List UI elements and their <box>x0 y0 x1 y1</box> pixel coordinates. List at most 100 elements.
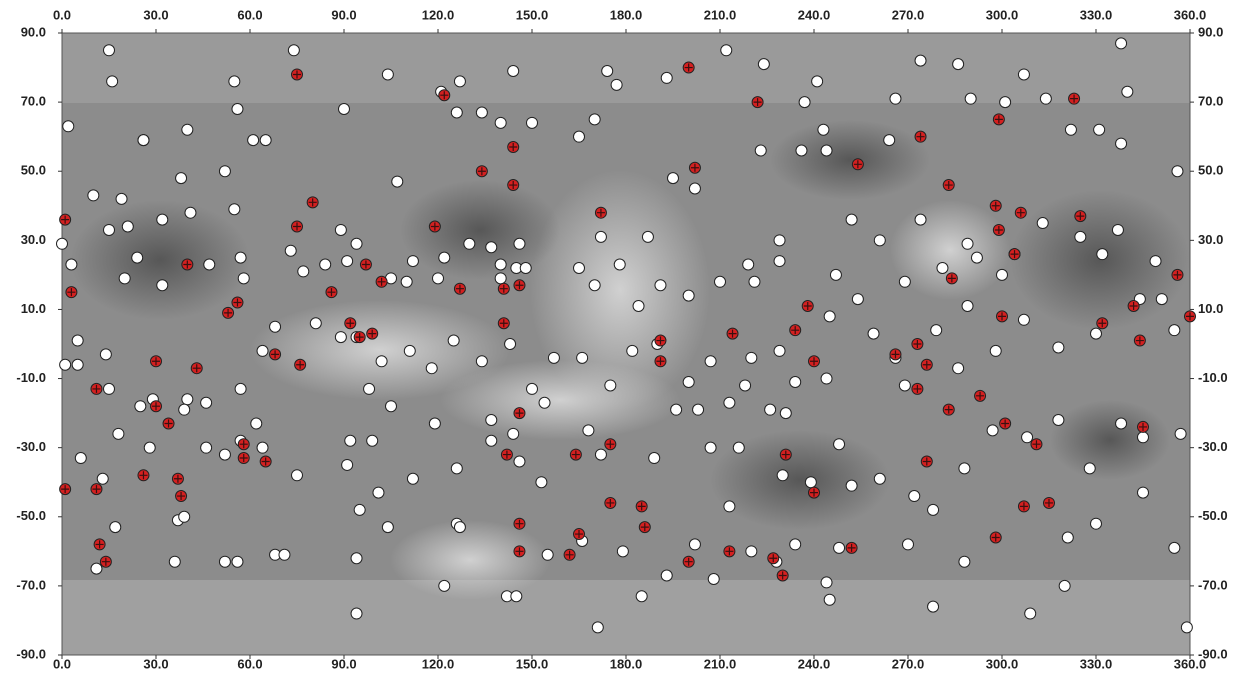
crater <box>373 487 384 498</box>
y-tick-label-left: -70.0 <box>16 577 46 592</box>
crater <box>511 591 522 602</box>
crater <box>915 55 926 66</box>
crater <box>705 356 716 367</box>
crater <box>743 259 754 270</box>
crater <box>931 325 942 336</box>
crater <box>107 76 118 87</box>
crater <box>903 539 914 550</box>
crater <box>577 352 588 363</box>
crater <box>758 59 769 70</box>
crater <box>248 135 259 146</box>
x-tick-label-top: 270.0 <box>892 7 925 22</box>
crater <box>693 404 704 415</box>
crater <box>661 570 672 581</box>
x-tick-label-top: 330.0 <box>1080 7 1113 22</box>
crater <box>476 356 487 367</box>
crater <box>113 428 124 439</box>
crater <box>342 459 353 470</box>
crater <box>774 345 785 356</box>
crater <box>448 335 459 346</box>
crater <box>104 224 115 235</box>
crater <box>765 404 776 415</box>
crater <box>251 418 262 429</box>
crater <box>605 380 616 391</box>
crater <box>1059 580 1070 591</box>
crater <box>899 380 910 391</box>
crater <box>812 76 823 87</box>
crater <box>169 556 180 567</box>
crater <box>57 238 68 249</box>
crater <box>953 59 964 70</box>
crater <box>1150 256 1161 267</box>
crater <box>962 300 973 311</box>
x-tick-label-bottom: 0.0 <box>53 656 71 671</box>
map-background <box>62 33 1190 655</box>
crater <box>97 473 108 484</box>
x-tick-label-bottom: 30.0 <box>143 656 168 671</box>
crater <box>899 276 910 287</box>
crater <box>959 463 970 474</box>
crater <box>320 259 331 270</box>
crater <box>451 107 462 118</box>
x-tick-label-bottom: 120.0 <box>422 656 455 671</box>
crater <box>818 124 829 135</box>
crater <box>824 311 835 322</box>
crater <box>204 259 215 270</box>
y-tick-label-left: 70.0 <box>21 94 46 109</box>
crater <box>527 383 538 394</box>
crater <box>454 522 465 533</box>
crater <box>508 66 519 77</box>
crater <box>110 522 121 533</box>
crater <box>868 328 879 339</box>
crater <box>132 252 143 263</box>
crater <box>219 556 230 567</box>
crater <box>874 473 885 484</box>
crater <box>335 224 346 235</box>
x-tick-label-bottom: 330.0 <box>1080 656 1113 671</box>
crater <box>592 622 603 633</box>
crater <box>527 117 538 128</box>
crater <box>351 553 362 564</box>
crater <box>376 356 387 367</box>
crater <box>235 252 246 263</box>
crater <box>1169 542 1180 553</box>
crater <box>915 214 926 225</box>
crater <box>285 245 296 256</box>
crater <box>668 173 679 184</box>
crater <box>740 380 751 391</box>
dark-region <box>770 120 930 200</box>
crater <box>602 66 613 77</box>
y-tick-label-left: 10.0 <box>21 301 46 316</box>
crater <box>874 235 885 246</box>
crater <box>433 273 444 284</box>
crater <box>404 345 415 356</box>
crater <box>962 238 973 249</box>
crater <box>439 580 450 591</box>
crater <box>260 135 271 146</box>
map-chart: 0.00.030.030.060.060.090.090.0120.0120.0… <box>0 0 1245 675</box>
crater <box>238 273 249 284</box>
crater <box>138 135 149 146</box>
crater <box>354 504 365 515</box>
crater <box>909 491 920 502</box>
x-tick-label-top: 210.0 <box>704 7 737 22</box>
crater <box>1175 428 1186 439</box>
crater <box>364 383 375 394</box>
crater <box>1084 463 1095 474</box>
crater <box>655 280 666 291</box>
crater <box>724 501 735 512</box>
crater <box>229 76 240 87</box>
crater <box>104 45 115 56</box>
crater <box>505 339 516 350</box>
crater <box>351 238 362 249</box>
crater <box>834 542 845 553</box>
crater <box>382 522 393 533</box>
crater <box>689 539 700 550</box>
crater <box>514 238 525 249</box>
bright-region <box>390 520 550 600</box>
crater <box>846 480 857 491</box>
crater <box>671 404 682 415</box>
crater <box>451 463 462 474</box>
crater <box>1116 418 1127 429</box>
crater <box>990 345 1001 356</box>
